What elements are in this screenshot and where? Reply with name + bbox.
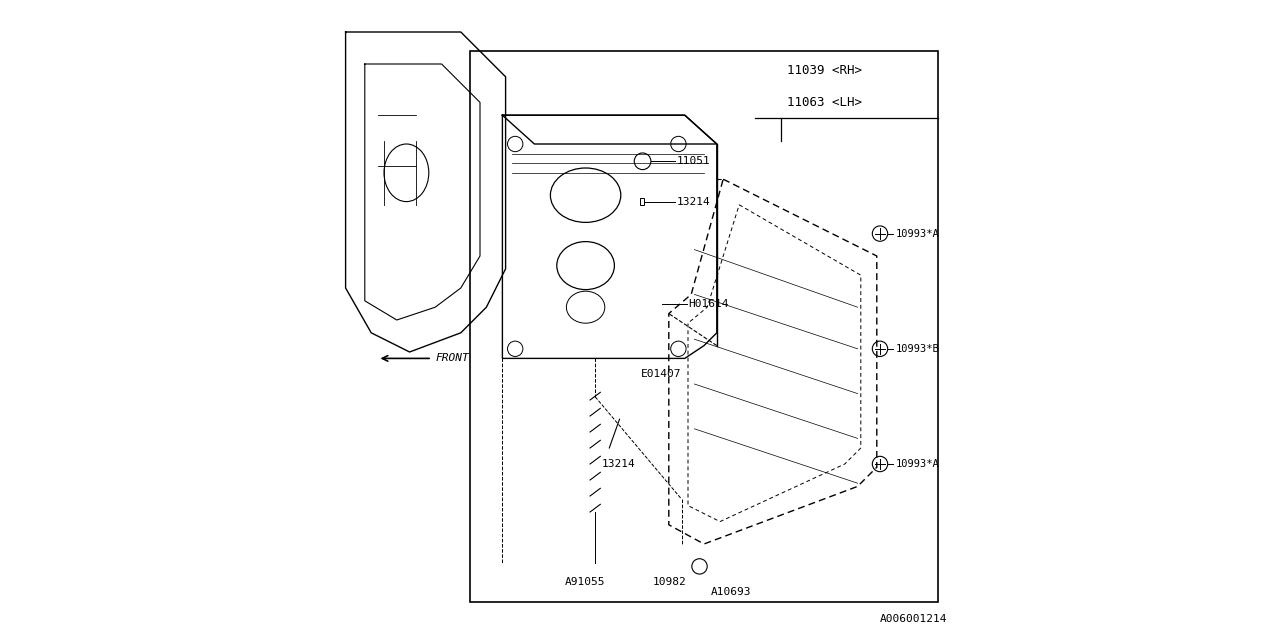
- Text: A91055: A91055: [566, 577, 605, 588]
- Text: 13214: 13214: [677, 196, 710, 207]
- Text: 10993*A: 10993*A: [896, 459, 940, 469]
- Text: 11039 <RH>: 11039 <RH>: [787, 64, 863, 77]
- Bar: [471, 51, 937, 602]
- Text: 10993*B: 10993*B: [896, 344, 940, 354]
- Text: H01614: H01614: [689, 299, 730, 309]
- Text: FRONT: FRONT: [435, 353, 468, 364]
- Bar: [640, 198, 645, 205]
- Text: 13214: 13214: [602, 459, 635, 469]
- Text: A006001214: A006001214: [879, 614, 947, 624]
- Text: 10993*A: 10993*A: [896, 228, 940, 239]
- Text: E01407: E01407: [641, 369, 682, 380]
- Text: 10982: 10982: [653, 577, 686, 588]
- Text: A10693: A10693: [710, 587, 751, 597]
- Text: 11063 <LH>: 11063 <LH>: [787, 96, 863, 109]
- Text: 11051: 11051: [677, 156, 710, 166]
